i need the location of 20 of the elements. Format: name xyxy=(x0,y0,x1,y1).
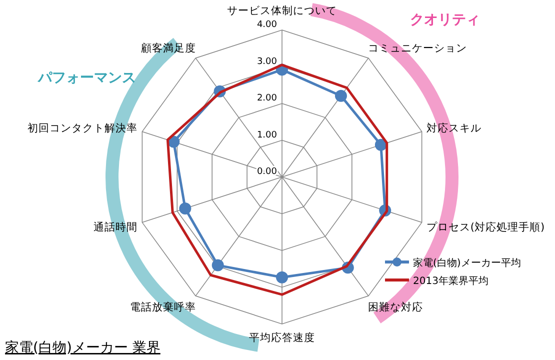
legend-label: 家電(白物)メーカー平均 xyxy=(413,257,521,269)
spoke-label: 平均応答速度 xyxy=(249,331,315,344)
spoke-label: 電話放棄呼率 xyxy=(130,300,196,314)
spoke-label: プロセス(対応処理手順) xyxy=(426,220,545,234)
y-tick-label: 1.00 xyxy=(256,130,278,140)
text: パフォーマンス xyxy=(37,70,136,86)
y-tick-label: 2.00 xyxy=(256,94,278,104)
y-tick-label: 0.00 xyxy=(256,167,278,177)
spoke-label: 困難な対応 xyxy=(368,300,424,314)
legend-label: 2013年業界平均 xyxy=(413,275,488,287)
y-tick-label: 3.00 xyxy=(256,56,278,67)
y-tick-label: 4.00 xyxy=(256,20,278,30)
text: 家電(白物)メーカー 業界 xyxy=(5,340,160,356)
spoke-label: 顧客満足度 xyxy=(140,41,196,54)
spoke-label: コミュニケーション xyxy=(368,42,468,54)
spoke-label: 対応スキル xyxy=(426,121,482,134)
spoke-label: サービス体制について xyxy=(227,4,337,17)
spoke-label: 通話時間 xyxy=(94,220,138,234)
spoke-label: 初回コンタクト解決率 xyxy=(28,121,138,134)
text: クオリティ xyxy=(410,12,480,28)
